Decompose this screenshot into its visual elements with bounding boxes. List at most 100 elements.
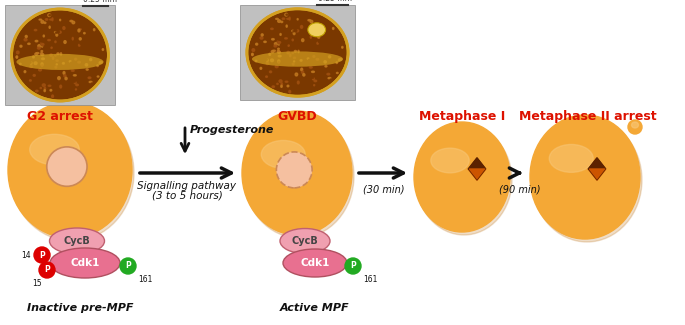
Ellipse shape — [55, 32, 56, 33]
Text: P: P — [44, 266, 50, 275]
Ellipse shape — [38, 47, 40, 49]
Ellipse shape — [24, 71, 26, 73]
Ellipse shape — [289, 17, 290, 20]
Ellipse shape — [300, 59, 302, 61]
Ellipse shape — [73, 28, 75, 31]
Ellipse shape — [16, 54, 103, 70]
Ellipse shape — [319, 55, 321, 57]
Ellipse shape — [64, 75, 66, 77]
Ellipse shape — [431, 148, 469, 173]
Ellipse shape — [310, 77, 314, 78]
Ellipse shape — [50, 51, 53, 52]
Ellipse shape — [18, 40, 21, 42]
Ellipse shape — [88, 32, 90, 33]
Ellipse shape — [318, 36, 320, 38]
Ellipse shape — [73, 84, 75, 86]
Ellipse shape — [102, 49, 103, 50]
Ellipse shape — [41, 63, 43, 66]
Ellipse shape — [252, 54, 253, 56]
Ellipse shape — [277, 48, 279, 49]
Ellipse shape — [266, 59, 269, 61]
Text: Progesterone: Progesterone — [190, 125, 275, 135]
Ellipse shape — [53, 49, 54, 51]
Ellipse shape — [314, 84, 315, 86]
Ellipse shape — [29, 80, 32, 81]
Ellipse shape — [49, 228, 105, 254]
Ellipse shape — [327, 82, 328, 83]
Ellipse shape — [297, 60, 299, 61]
Ellipse shape — [316, 86, 317, 88]
Ellipse shape — [41, 43, 44, 46]
Ellipse shape — [44, 22, 46, 23]
Ellipse shape — [42, 84, 45, 86]
Ellipse shape — [34, 62, 37, 65]
Ellipse shape — [50, 26, 53, 29]
Ellipse shape — [34, 30, 37, 31]
Ellipse shape — [292, 52, 293, 54]
Text: CycB: CycB — [64, 236, 90, 246]
Ellipse shape — [628, 120, 642, 134]
Ellipse shape — [36, 38, 38, 39]
Ellipse shape — [293, 70, 296, 71]
Ellipse shape — [50, 54, 52, 56]
Ellipse shape — [48, 85, 51, 86]
Ellipse shape — [303, 74, 305, 76]
Ellipse shape — [293, 57, 295, 58]
Ellipse shape — [52, 57, 53, 59]
Ellipse shape — [304, 18, 306, 19]
Ellipse shape — [40, 52, 42, 55]
Ellipse shape — [285, 81, 288, 82]
Ellipse shape — [285, 38, 287, 39]
Ellipse shape — [282, 18, 285, 20]
Ellipse shape — [287, 25, 290, 27]
Polygon shape — [588, 169, 606, 180]
Ellipse shape — [75, 89, 76, 92]
Ellipse shape — [331, 52, 332, 54]
Ellipse shape — [55, 25, 58, 28]
Circle shape — [34, 247, 50, 263]
Ellipse shape — [46, 65, 49, 66]
Ellipse shape — [55, 32, 58, 33]
Ellipse shape — [35, 48, 37, 50]
Ellipse shape — [322, 31, 324, 32]
Ellipse shape — [66, 18, 69, 20]
Ellipse shape — [286, 14, 288, 15]
Ellipse shape — [301, 39, 304, 42]
Text: 161: 161 — [138, 275, 152, 284]
Text: (3 to 5 hours): (3 to 5 hours) — [151, 190, 223, 200]
Ellipse shape — [330, 79, 332, 80]
Ellipse shape — [75, 86, 77, 87]
Ellipse shape — [47, 86, 50, 89]
Ellipse shape — [30, 62, 32, 64]
Ellipse shape — [16, 51, 19, 54]
Ellipse shape — [75, 89, 77, 90]
Ellipse shape — [278, 51, 280, 53]
Ellipse shape — [66, 38, 67, 39]
Ellipse shape — [275, 66, 278, 68]
Ellipse shape — [277, 60, 279, 63]
Ellipse shape — [309, 59, 310, 62]
Ellipse shape — [302, 15, 305, 16]
Ellipse shape — [271, 63, 274, 66]
Ellipse shape — [80, 42, 82, 45]
Ellipse shape — [64, 15, 67, 17]
Ellipse shape — [269, 23, 272, 25]
Ellipse shape — [328, 29, 329, 31]
Ellipse shape — [308, 23, 325, 37]
Ellipse shape — [342, 46, 343, 48]
Ellipse shape — [47, 35, 49, 37]
Ellipse shape — [281, 85, 282, 87]
Ellipse shape — [312, 78, 314, 80]
Ellipse shape — [292, 30, 294, 32]
Text: G2 arrest: G2 arrest — [27, 110, 93, 123]
Ellipse shape — [99, 52, 100, 53]
Ellipse shape — [58, 31, 61, 33]
Ellipse shape — [247, 9, 348, 96]
Ellipse shape — [301, 68, 303, 71]
Ellipse shape — [286, 25, 287, 27]
FancyBboxPatch shape — [240, 5, 355, 100]
Ellipse shape — [278, 62, 279, 63]
Ellipse shape — [288, 45, 289, 46]
Ellipse shape — [55, 55, 56, 56]
Ellipse shape — [39, 19, 42, 20]
